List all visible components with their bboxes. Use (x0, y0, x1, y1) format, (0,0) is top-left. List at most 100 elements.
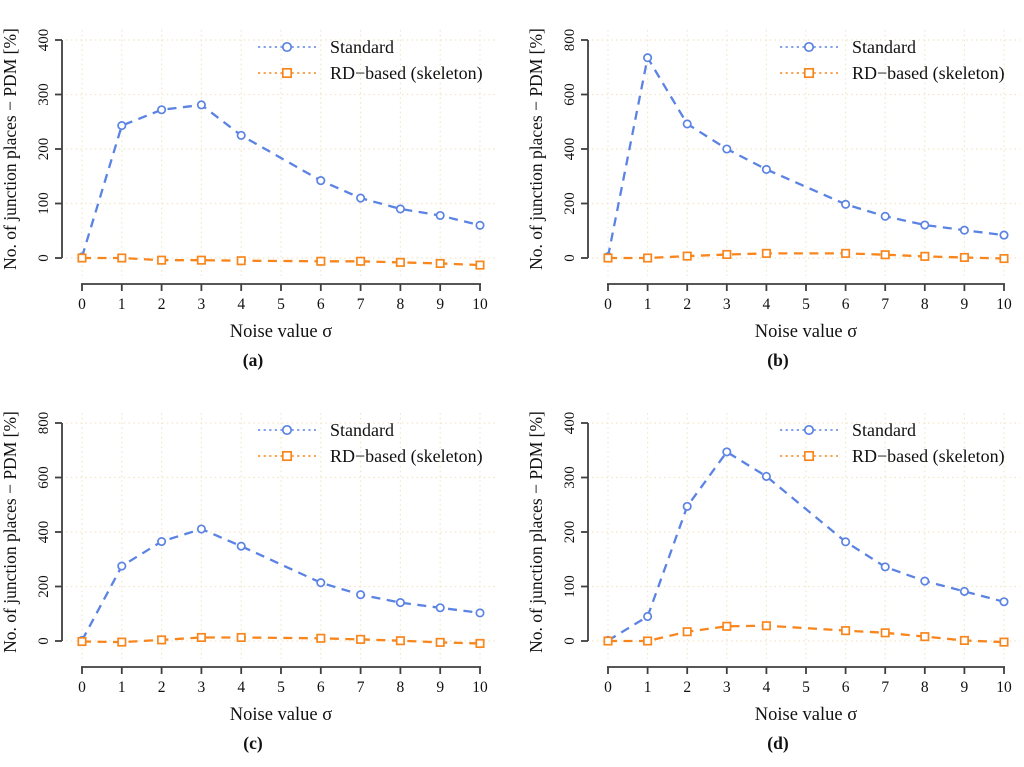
data-point (356, 590, 366, 600)
data-point (157, 105, 167, 115)
y-tick-label: 600 (36, 466, 52, 489)
x-tick-label: 5 (802, 296, 810, 313)
legend-marker (803, 67, 815, 79)
panel-d: 0 100 200 300 400 0 1 2 3 4 5 6 7 8 9 10 No. of junction… (512, 383, 1024, 767)
y-axis-title: No. of junction places − PDM [%] (526, 411, 546, 653)
data-point (920, 220, 930, 230)
x-tick-label: 2 (158, 679, 166, 696)
y-axis-title: No. of junction places − PDM [%] (0, 28, 20, 270)
data-point (395, 636, 405, 646)
legend-label: RD−based (skeleton) (330, 63, 483, 84)
y-axis-title: No. of junction places − PDM [%] (526, 28, 546, 270)
x-tick-label: 8 (921, 296, 929, 313)
x-tick-label: 5 (277, 296, 285, 313)
x-tick-label: 3 (723, 296, 731, 313)
y-tick-label: 400 (36, 29, 52, 52)
data-point (117, 121, 127, 131)
x-tick-label: 6 (842, 679, 850, 696)
data-point (880, 250, 890, 260)
x-tick-label: 7 (881, 296, 889, 313)
x-tick-label: 8 (397, 296, 405, 313)
x-tick-label: 4 (763, 296, 771, 313)
y-tick-label: 0 (562, 637, 578, 645)
x-tick-label: 6 (842, 296, 850, 313)
x-tick-label: 3 (198, 296, 206, 313)
x-tick-label: 1 (644, 296, 652, 313)
data-point (236, 256, 246, 266)
series-line (80, 527, 481, 642)
data-point (356, 634, 366, 644)
data-point (841, 626, 851, 636)
data-point (475, 608, 485, 618)
data-point (603, 253, 613, 263)
legend-marker (803, 41, 815, 53)
x-tick-label: 3 (723, 679, 731, 696)
y-tick-label: 300 (36, 83, 52, 106)
data-point (117, 637, 127, 647)
x-axis-title: Noise value σ (230, 322, 332, 342)
x-tick-label: 10 (996, 679, 1012, 696)
x-tick-label: 7 (881, 679, 889, 696)
data-point (196, 100, 206, 110)
data-point (117, 561, 127, 571)
x-tick-label: 9 (961, 679, 969, 696)
data-point (157, 255, 167, 265)
data-point (435, 210, 445, 221)
y-tick-label: 0 (562, 254, 578, 262)
data-point (316, 633, 326, 643)
chart-d: 0 100 200 300 400 0 1 2 3 4 5 6 7 8 9 10 No. of junction… (526, 411, 1020, 753)
x-tick-label: 0 (604, 296, 612, 313)
data-point (722, 447, 732, 457)
x-tick-label: 0 (78, 679, 86, 696)
x-tick-label: 6 (317, 296, 325, 313)
y-tick-label: 100 (36, 192, 52, 215)
data-point (236, 130, 246, 140)
series-line (606, 54, 1005, 257)
legend-marker (281, 424, 293, 436)
x-tick-label: 9 (961, 296, 969, 313)
series-line (81, 636, 481, 645)
x-tick-label: 4 (237, 679, 245, 696)
legend-label: Standard (852, 420, 916, 440)
x-tick-label: 1 (118, 679, 126, 696)
data-point (643, 53, 653, 63)
x-tick-label: 7 (357, 679, 365, 696)
chart-a: 0 100 200 300 400 0 1 2 3 4 5 6 7 8 9 10 No. of junction… (0, 28, 496, 370)
x-tick-label: 5 (802, 679, 810, 696)
data-point (722, 249, 732, 260)
data-point (682, 501, 692, 511)
y-axis-title: No. of junction places − PDM [%] (0, 411, 20, 653)
data-point (761, 471, 771, 481)
legend-marker (281, 67, 293, 79)
x-tick-label: 7 (357, 296, 365, 313)
data-point (761, 248, 771, 258)
data-point (435, 637, 445, 647)
data-point (999, 637, 1009, 647)
data-point (196, 255, 206, 265)
data-point (316, 176, 326, 186)
data-point (880, 211, 890, 221)
y-tick-label: 400 (562, 138, 578, 161)
y-tick-label: 200 (36, 138, 52, 161)
y-tick-label: 600 (562, 83, 578, 106)
data-point (761, 621, 771, 631)
data-point (643, 611, 653, 622)
data-point (157, 635, 167, 645)
y-tick-label: 200 (36, 575, 52, 598)
x-tick-label: 10 (996, 296, 1012, 313)
data-point (356, 256, 366, 266)
panel-label: (d) (767, 733, 789, 753)
data-point (959, 586, 969, 596)
series-line (607, 450, 1005, 642)
data-point (475, 638, 485, 649)
data-point (77, 636, 87, 647)
y-tick-label: 800 (36, 412, 52, 435)
x-tick-label: 10 (472, 296, 488, 313)
y-tick-label: 200 (562, 192, 578, 215)
data-point (682, 627, 692, 637)
x-tick-label: 8 (921, 679, 929, 696)
data-point (959, 252, 969, 263)
x-tick-label: 0 (78, 296, 86, 313)
x-tick-label: 1 (118, 296, 126, 313)
legend-marker (281, 450, 293, 462)
